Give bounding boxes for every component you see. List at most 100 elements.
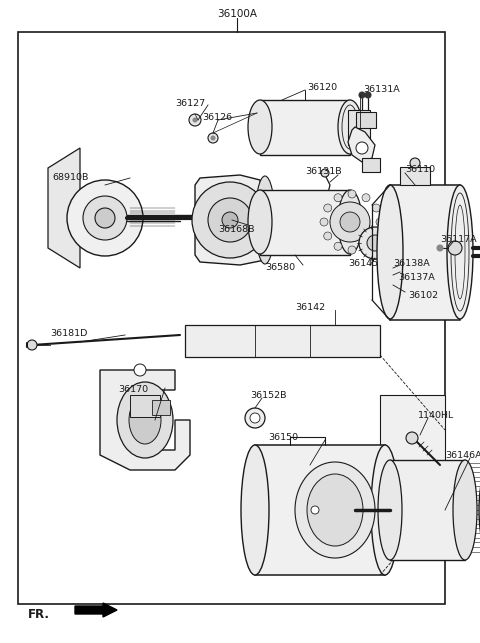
Bar (400, 167, 430, 185)
Ellipse shape (248, 190, 272, 254)
Circle shape (365, 92, 371, 98)
Circle shape (362, 242, 370, 250)
Text: 36145: 36145 (348, 260, 378, 269)
Polygon shape (195, 175, 265, 265)
Text: 36142: 36142 (295, 303, 325, 312)
Text: 36137A: 36137A (398, 273, 435, 282)
Bar (152, 400, 170, 415)
Bar (348, 110, 370, 145)
Circle shape (348, 190, 356, 198)
Circle shape (386, 285, 400, 299)
Circle shape (222, 212, 238, 228)
Circle shape (245, 408, 265, 428)
Text: 36131A: 36131A (363, 86, 400, 95)
Circle shape (359, 92, 365, 98)
Ellipse shape (307, 474, 363, 546)
Circle shape (372, 232, 380, 240)
Circle shape (67, 180, 143, 256)
Circle shape (134, 364, 146, 376)
Circle shape (192, 182, 268, 258)
Text: 36102: 36102 (408, 291, 438, 300)
Circle shape (390, 289, 396, 295)
Circle shape (311, 506, 319, 514)
Ellipse shape (371, 445, 399, 575)
Polygon shape (100, 370, 190, 470)
Circle shape (359, 227, 391, 259)
Circle shape (95, 208, 115, 228)
Circle shape (334, 194, 342, 202)
Circle shape (385, 252, 401, 268)
Text: 36138A: 36138A (393, 258, 430, 267)
Ellipse shape (377, 185, 403, 319)
Ellipse shape (248, 100, 272, 154)
Circle shape (83, 196, 127, 240)
Bar (18, 32, 445, 604)
Circle shape (324, 204, 332, 212)
Circle shape (367, 235, 383, 251)
Circle shape (324, 232, 332, 240)
Bar (33, 83, 383, 350)
Bar (362, 158, 380, 172)
Circle shape (372, 204, 380, 212)
Circle shape (189, 114, 201, 126)
Circle shape (410, 158, 420, 168)
Circle shape (193, 118, 197, 122)
Ellipse shape (338, 190, 362, 254)
Circle shape (356, 142, 368, 154)
Bar (383, 272, 408, 284)
Text: 36100A: 36100A (217, 9, 257, 19)
Text: 36170: 36170 (118, 386, 148, 395)
Bar (255, 445, 385, 575)
Bar (390, 185, 460, 320)
Circle shape (437, 245, 443, 251)
Text: 68910B: 68910B (52, 174, 88, 183)
Text: 36152B: 36152B (250, 392, 287, 401)
Circle shape (208, 198, 252, 242)
Bar (356, 112, 376, 128)
Text: 36120: 36120 (307, 84, 337, 93)
Text: 36110: 36110 (405, 165, 435, 174)
Ellipse shape (195, 198, 205, 238)
Bar (185, 325, 380, 357)
Circle shape (321, 169, 329, 177)
Circle shape (334, 242, 342, 250)
Ellipse shape (453, 460, 477, 560)
Text: FR.: FR. (28, 608, 50, 622)
Bar (260, 190, 350, 255)
Text: 36168B: 36168B (218, 226, 254, 235)
Text: 36126: 36126 (202, 114, 232, 123)
Circle shape (333, 219, 341, 227)
Bar (390, 460, 465, 560)
Circle shape (330, 202, 370, 242)
Circle shape (211, 136, 215, 140)
Text: 36146A: 36146A (445, 451, 480, 460)
Ellipse shape (241, 445, 269, 575)
Ellipse shape (378, 460, 402, 560)
Circle shape (320, 218, 328, 226)
Ellipse shape (338, 100, 362, 154)
Ellipse shape (117, 382, 173, 458)
Circle shape (250, 413, 260, 423)
Ellipse shape (479, 460, 480, 560)
Text: 36131B: 36131B (305, 167, 342, 176)
Bar (380, 395, 445, 490)
Text: 36127: 36127 (175, 98, 205, 107)
Text: 36150: 36150 (268, 433, 298, 442)
FancyArrow shape (75, 603, 117, 617)
Ellipse shape (295, 462, 375, 558)
Circle shape (376, 218, 384, 226)
Circle shape (406, 432, 418, 444)
Ellipse shape (447, 185, 473, 319)
Ellipse shape (129, 396, 161, 444)
Circle shape (348, 246, 356, 254)
Bar (130, 395, 160, 417)
Polygon shape (48, 148, 80, 268)
Circle shape (27, 340, 37, 350)
Circle shape (208, 133, 218, 143)
Circle shape (389, 256, 397, 264)
Circle shape (362, 194, 370, 202)
Text: 36117A: 36117A (440, 235, 477, 244)
Circle shape (448, 241, 462, 255)
Circle shape (340, 212, 360, 232)
Text: 36181D: 36181D (50, 329, 87, 338)
